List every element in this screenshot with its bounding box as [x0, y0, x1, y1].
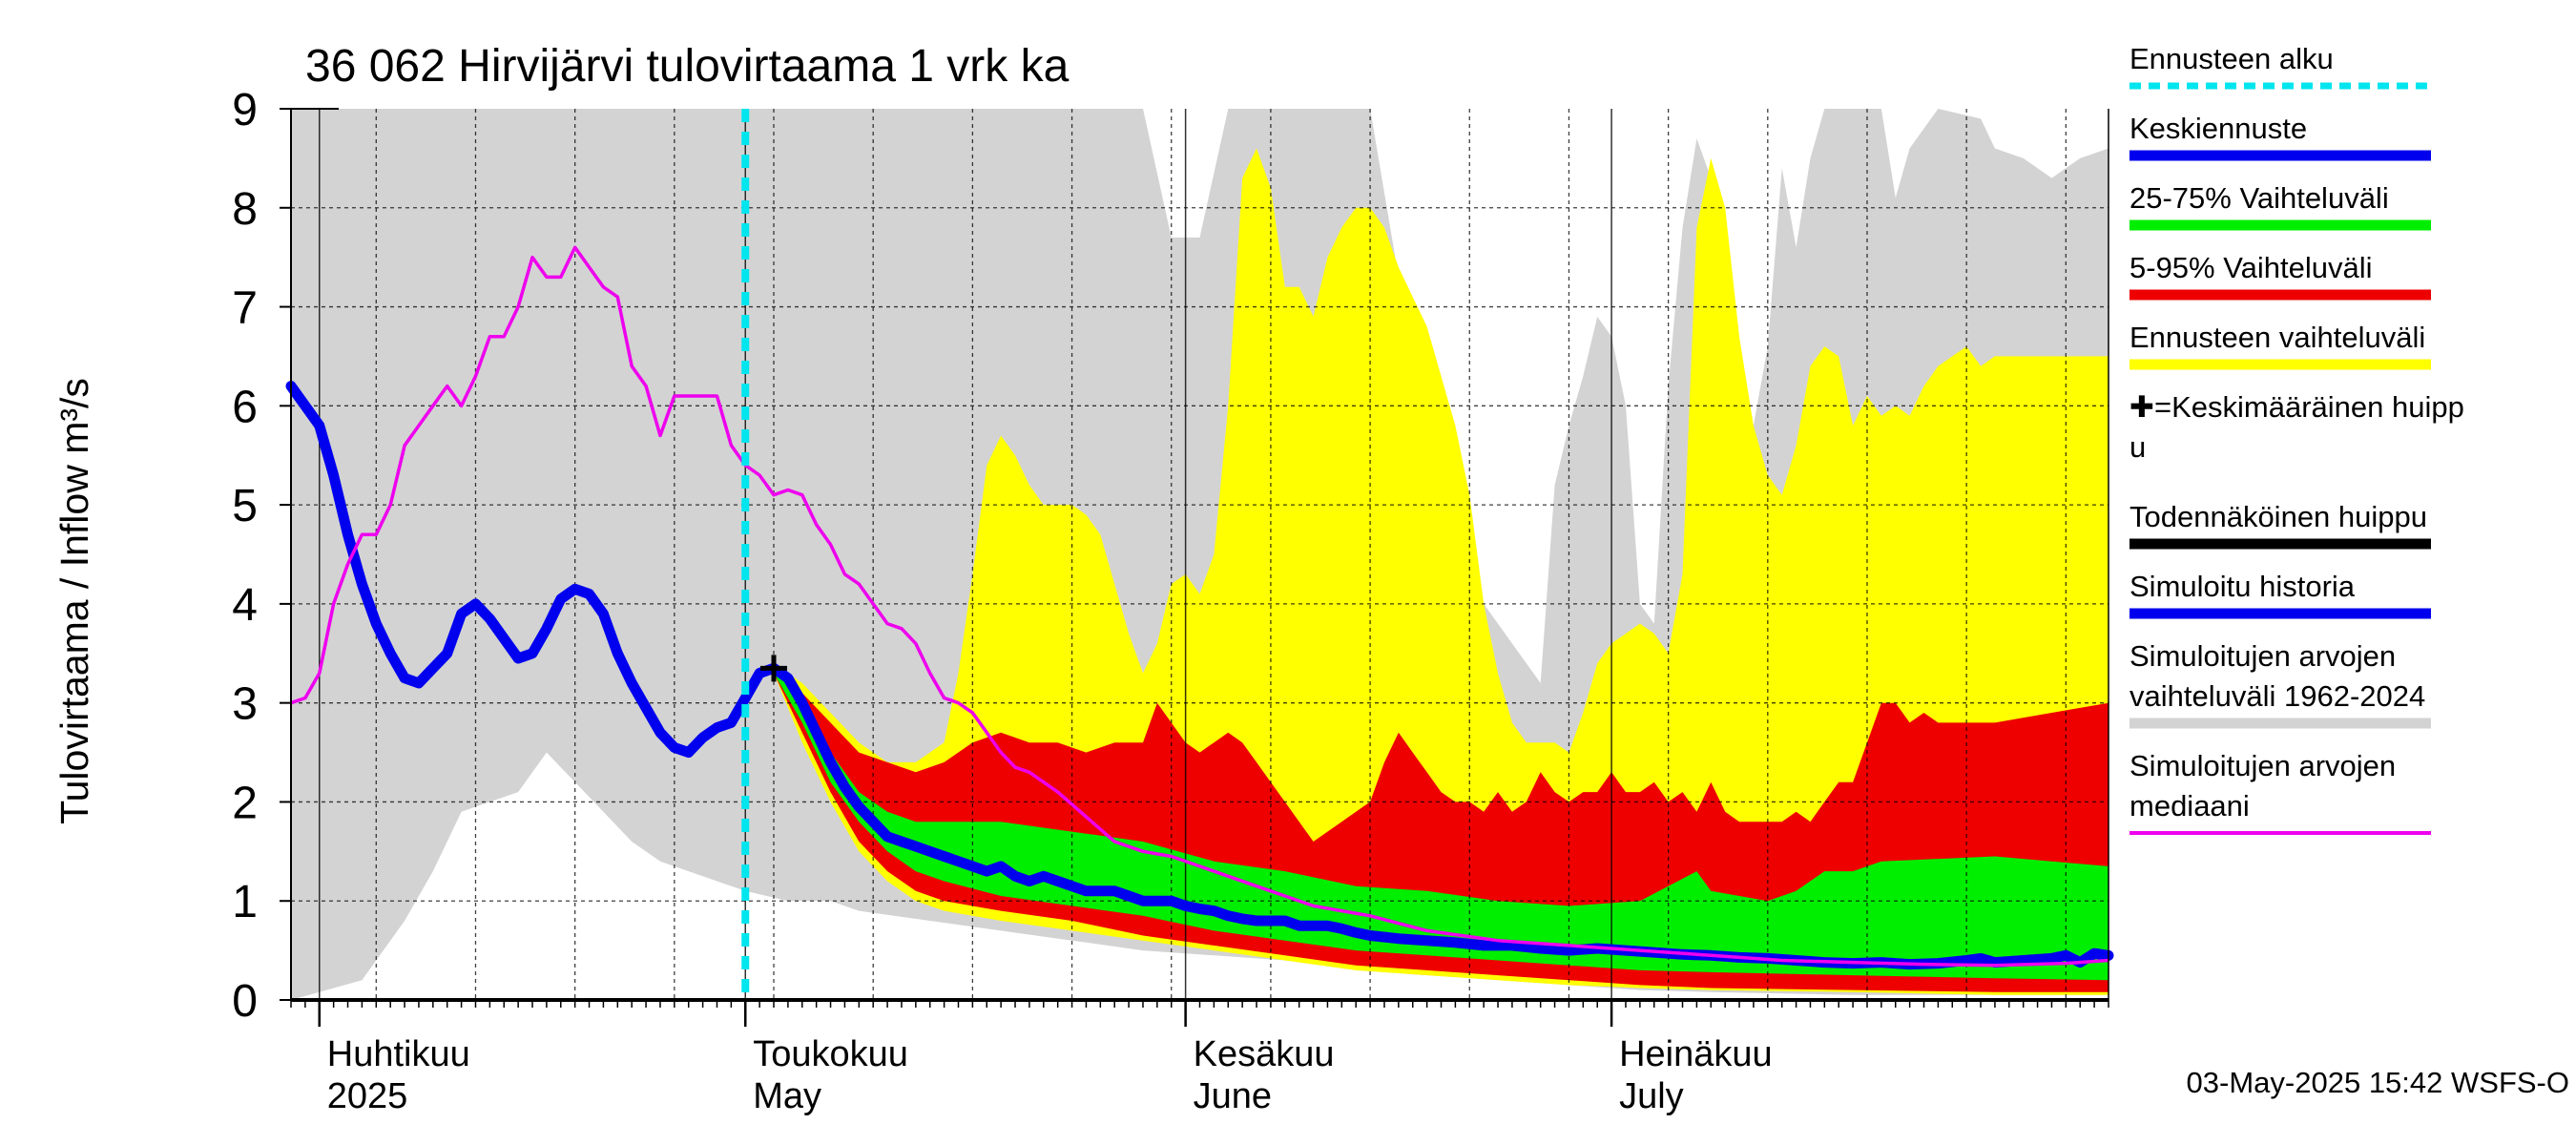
y-tick-label: 7	[232, 283, 258, 334]
month-label-fi: Huhtikuu	[327, 1034, 470, 1074]
grid	[291, 109, 2109, 1000]
y-tick-label: 9	[232, 85, 258, 135]
month-label-fi: Toukokuu	[753, 1034, 908, 1074]
timestamp: 03-May-2025 15:42 WSFS-O	[2187, 1066, 2569, 1099]
y-tick-label: 6	[232, 382, 258, 432]
legend-label: vaihteluväli 1962-2024	[2129, 679, 2425, 713]
legend-label: mediaani	[2129, 789, 2250, 822]
median-line	[290, 245, 2109, 968]
month-label-en: July	[1619, 1076, 1684, 1116]
legend-item: Ennusteen alku	[2129, 42, 2431, 90]
legend-label: 25-75% Vaihteluväli	[2129, 181, 2389, 215]
month-label-fi: Heinäkuu	[1619, 1034, 1773, 1074]
mean-peak-marker	[760, 655, 788, 682]
y-tick-label: 4	[232, 580, 258, 631]
simulated-history-line	[285, 381, 779, 759]
legend-item: Simuloitu historia	[2129, 570, 2431, 619]
y-tick-label: 3	[232, 679, 258, 730]
chart-title: 36 062 Hirvijärvi tulovirtaama 1 vrk ka	[305, 41, 1070, 92]
range-25-75-band	[774, 668, 2109, 981]
y-tick-label: 2	[232, 778, 258, 828]
legend-label: Keskiennuste	[2129, 112, 2307, 145]
y-tick-label: 1	[232, 877, 258, 927]
legend-item: Todennäköinen huippu	[2129, 500, 2431, 550]
month-label-en: May	[753, 1076, 821, 1116]
legend-label: u	[2129, 430, 2146, 464]
month-label-en: June	[1194, 1076, 1272, 1116]
legend-label: Ennusteen alku	[2129, 42, 2334, 75]
y-axis-label: Tulovirtaama / Inflow m³/s	[52, 378, 96, 824]
legend-item: Keskiennuste	[2129, 112, 2431, 161]
legend-item: Simuloitujen arvojen mediaani	[2129, 749, 2431, 835]
legend-label: Simuloitujen arvojen	[2129, 749, 2396, 782]
y-tick-label: 8	[232, 184, 258, 235]
legend-label: Todennäköinen huippu	[2129, 500, 2427, 533]
month-label-fi: Kesäkuu	[1194, 1034, 1335, 1074]
legend-label: 5-95% Vaihteluväli	[2129, 251, 2372, 284]
legend-item: Ennusteen vaihteluväli	[2129, 321, 2431, 370]
legend-item: Simuloitujen arvojen vaihteluväli 1962-20…	[2129, 639, 2431, 729]
legend: Ennusteen alku Keskiennuste 25-75% Vaihtel…	[2129, 42, 2464, 835]
y-tick-label: 0	[232, 976, 258, 1027]
lines-layer	[285, 109, 2114, 1000]
legend-label: Simuloitu historia	[2129, 570, 2356, 603]
legend-item: 25-75% Vaihteluväli	[2129, 181, 2431, 231]
legend-label: ✚=Keskimääräinen huipp	[2129, 390, 2464, 424]
month-label-en: 2025	[327, 1076, 408, 1116]
legend-label: Ennusteen vaihteluväli	[2129, 321, 2425, 354]
legend-item: ✚=Keskimääräinen huipp u	[2129, 390, 2464, 464]
legend-item: 5-95% Vaihteluväli	[2129, 251, 2431, 301]
legend-label: Simuloitujen arvojen	[2129, 639, 2396, 673]
y-tick-label: 5	[232, 481, 258, 531]
